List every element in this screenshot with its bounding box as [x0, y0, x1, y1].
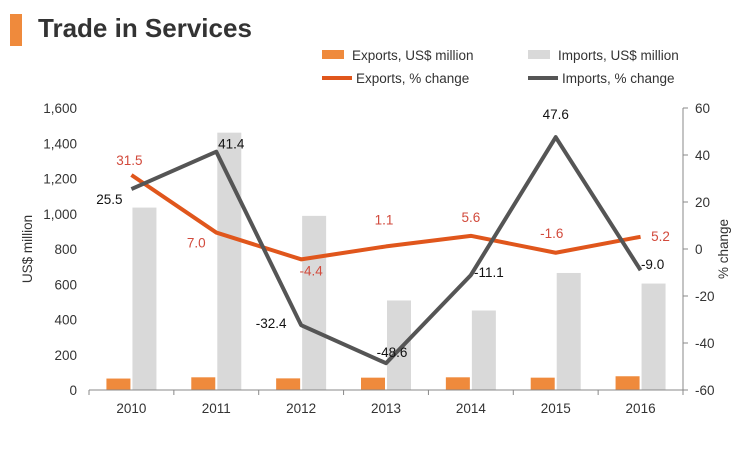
left-tick-label: 1,400: [43, 136, 77, 151]
left-tick-label: 1,200: [43, 172, 77, 187]
x-tick-label: 2010: [116, 401, 146, 416]
bar-exports-2013: [361, 377, 385, 390]
left-tick-label: 1,600: [43, 101, 77, 116]
x-tick-label: 2013: [371, 401, 401, 416]
label-exports-pct-2013: 1.1: [375, 212, 394, 227]
data-labels: 31.5 7.0 -4.4 1.1 5.6 -1.6 5.2 25.5 41.4 -32.4 -48…: [96, 107, 670, 360]
label-exports-pct-2016: 5.2: [651, 229, 670, 244]
label-imports-pct-2014: -11.1: [474, 265, 504, 280]
label-exports-pct-2012: -4.4: [300, 263, 324, 278]
label-exports-pct-2015: -1.6: [540, 226, 563, 241]
bar-imports-2014: [471, 310, 496, 390]
left-tick-label: 600: [54, 277, 77, 292]
legend-swatch-exports: [322, 50, 344, 59]
x-tick-label: 2011: [202, 401, 231, 416]
right-axis-title: % change: [716, 219, 731, 279]
right-tick-label: 40: [695, 148, 710, 163]
lines: [130, 135, 643, 366]
left-tick-label: 200: [54, 348, 77, 363]
label-exports-pct-2011: 7.0: [187, 236, 206, 251]
right-tick-label: 20: [695, 195, 710, 210]
legend-label-exports: Exports, US$ million: [352, 48, 474, 63]
label-exports-pct-2010: 31.5: [116, 153, 142, 168]
bar-imports-2011: [217, 132, 242, 391]
legend-label-imports: Imports, US$ million: [558, 48, 679, 63]
label-imports-pct-2016: -9.0: [641, 257, 664, 272]
right-tick-label: 0: [695, 242, 703, 257]
legend-label-exports_pct: Exports, % change: [356, 71, 469, 86]
bar-exports-2010: [106, 378, 131, 390]
line-imports-pct: [130, 135, 643, 366]
bar-imports-2016: [641, 283, 666, 390]
bar-imports-2012: [302, 215, 327, 390]
right-tick-label: 60: [695, 101, 710, 116]
label-imports-pct-2011: 41.4: [218, 137, 245, 152]
label-imports-pct-2013: -48.6: [377, 345, 408, 360]
line-exports-pct: [130, 173, 641, 262]
bar-exports-2014: [445, 377, 470, 390]
bar-exports-2016: [615, 376, 640, 390]
bars: [106, 132, 666, 391]
right-axis: -60 -40 -20 0 20 40 60 % change: [682, 101, 731, 398]
x-axis: 2010 2011 2012 2013 2014 2015 2016: [88, 389, 684, 416]
left-tick-label: 0: [69, 383, 77, 398]
bar-exports-2015: [530, 377, 555, 390]
left-tick-label: 800: [54, 242, 77, 257]
left-tick-label: 400: [54, 313, 77, 328]
x-tick-label: 2016: [626, 401, 656, 416]
label-imports-pct-2010: 25.5: [96, 192, 122, 207]
page-title: Trade in Services: [38, 13, 252, 43]
title-accent-bar: [10, 14, 22, 46]
right-tick-label: -60: [695, 383, 715, 398]
right-tick-label: -20: [695, 289, 715, 304]
bar-imports-2013: [387, 300, 411, 390]
left-tick-label: 1,000: [43, 207, 77, 222]
label-imports-pct-2015: 47.6: [543, 107, 569, 122]
bar-imports-2015: [556, 272, 581, 390]
label-imports-pct-2012: -32.4: [256, 316, 287, 331]
x-tick-label: 2015: [541, 401, 571, 416]
left-axis: 0 200 400 600 800 1,000 1,200 1,400 1,600 US$ mil…: [20, 101, 77, 398]
left-axis-title: US$ million: [20, 215, 35, 283]
x-tick-label: 2014: [456, 401, 487, 416]
right-tick-label: -40: [695, 336, 715, 351]
bar-exports-2012: [276, 378, 301, 390]
legend: Exports, US$ million Imports, US$ million…: [322, 48, 679, 86]
label-exports-pct-2014: 5.6: [461, 210, 480, 225]
legend-label-imports_pct: Imports, % change: [562, 71, 675, 86]
bar-imports-2010: [132, 207, 157, 390]
legend-swatch-imports: [528, 50, 550, 59]
bar-exports-2011: [191, 377, 216, 390]
x-tick-label: 2012: [286, 401, 316, 416]
